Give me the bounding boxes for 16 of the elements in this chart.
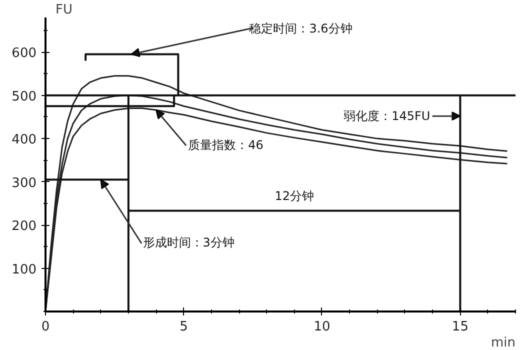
y-tick-label: 500 (12, 89, 37, 104)
annotation: 形成时间：3分钟 (142, 236, 234, 250)
annotation: 12分钟 (274, 188, 314, 203)
x-tick-label: 15 (452, 320, 468, 334)
y-axis-title: FU (56, 2, 72, 18)
y-tick-label: 200 (12, 219, 37, 234)
x-tick-label: 10 (314, 320, 330, 334)
y-tick-label: 100 (12, 262, 37, 278)
x-axis-title: min (490, 336, 516, 350)
y-tick-label: 600 (12, 46, 37, 62)
x-tick-label: 5 (180, 320, 188, 334)
y-tick-label: 400 (12, 132, 37, 148)
y-tick-label: 300 (12, 176, 37, 191)
annotation: 质量指数：46 (188, 138, 264, 152)
annotation: 弱化度：145FU (344, 109, 430, 124)
x-tick-label: 0 (41, 320, 50, 334)
